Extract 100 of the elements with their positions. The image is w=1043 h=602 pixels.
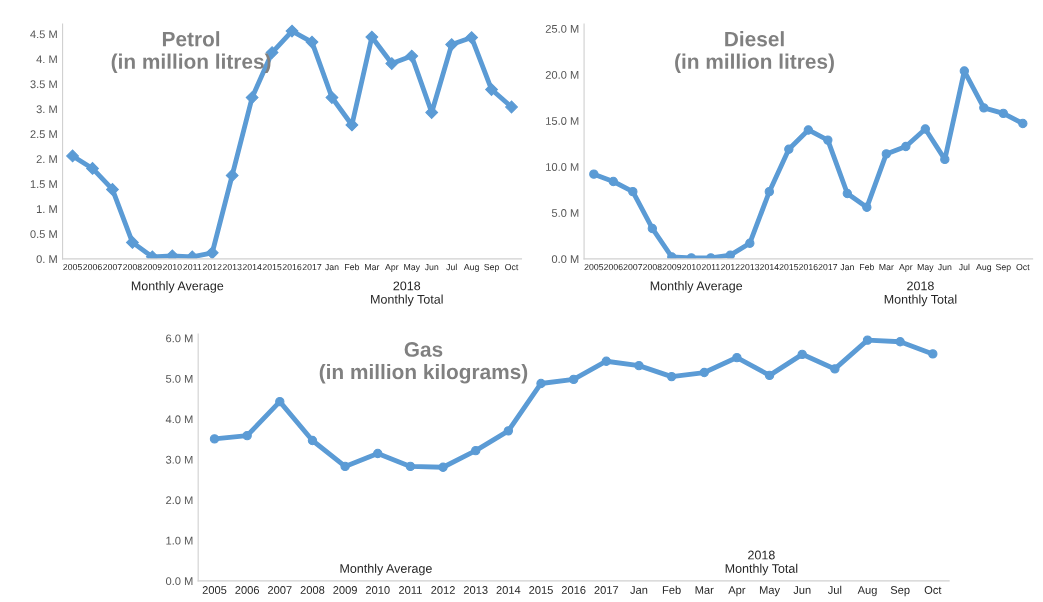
point	[209, 434, 220, 444]
y-tick-label: 1.5 M	[30, 180, 57, 189]
x-tick-label: 2017	[818, 263, 838, 271]
x-tick-label: May	[759, 586, 781, 597]
point	[666, 371, 677, 382]
point	[245, 91, 259, 104]
x-tick-label: Feb	[860, 263, 874, 271]
x-tick-label: 2005	[584, 263, 604, 271]
point	[126, 235, 139, 249]
point	[634, 360, 644, 371]
y-tick-label: 0. M	[36, 255, 57, 263]
x-tick-label: 2015	[262, 263, 282, 271]
point	[66, 149, 79, 163]
point	[823, 135, 833, 145]
x-tick-label: Sep	[890, 586, 910, 597]
point	[959, 66, 970, 76]
point	[485, 83, 498, 96]
y-tick-label: 2.0 M	[166, 496, 193, 505]
point	[568, 374, 579, 385]
y-tick-label: 25.0 M	[545, 24, 579, 33]
x-tick-label: May	[917, 264, 934, 272]
point	[471, 445, 481, 456]
x-tick-label: 2016	[282, 263, 302, 271]
point	[628, 186, 638, 197]
x-tick-label: 2015	[779, 263, 799, 271]
x-tick-label: Apr	[899, 264, 913, 272]
x-tick-label: 2006	[604, 263, 623, 271]
point	[275, 397, 285, 407]
point	[784, 144, 794, 154]
y-tick-label: 5.0 M	[165, 374, 193, 383]
x-tick-label: Jul	[958, 263, 970, 271]
text: Gas (in million kilograms)	[319, 342, 528, 384]
x-tick-label: Oct	[505, 263, 519, 271]
x-tick-label: Jun	[424, 264, 439, 271]
x-tick-label: Sep	[995, 263, 1011, 272]
x-tick-label: 2005	[202, 586, 227, 594]
x-tick-label: 2010	[365, 586, 390, 594]
annotation: Monthly Average	[340, 563, 432, 576]
x-tick-label: 2016	[561, 586, 586, 594]
point	[979, 103, 989, 113]
point	[928, 349, 938, 359]
y-tick-label: 5.0 M	[551, 209, 579, 217]
point	[881, 149, 892, 159]
point	[895, 337, 905, 347]
x-tick-label: Jan	[840, 264, 854, 271]
point	[445, 38, 459, 51]
point	[1018, 118, 1028, 129]
x-tick-label: Oct	[924, 586, 942, 594]
x-tick-label: Jan	[325, 264, 339, 271]
x-tick-label: 2010	[163, 263, 182, 271]
x-tick-label: 2008	[300, 586, 325, 594]
x-tick-label: Jun	[937, 264, 952, 271]
x-tick-label: Aug	[463, 264, 479, 272]
point	[862, 335, 873, 345]
text: Monthly Average	[650, 281, 743, 293]
y-tick-label: 1.0 M	[166, 536, 193, 545]
point	[608, 176, 619, 187]
y-tick-label: 10.0 M	[546, 163, 579, 171]
x-tick-label: Apr	[728, 586, 746, 597]
point	[699, 367, 709, 378]
point	[307, 435, 318, 446]
point	[205, 246, 219, 259]
point	[340, 461, 350, 472]
point	[242, 430, 252, 441]
text: 2018 Monthly Total	[371, 281, 443, 307]
x-tick-label: 2013	[740, 263, 760, 271]
x-tick-label: 2011	[701, 263, 720, 271]
x-tick-label: May	[404, 264, 421, 272]
point	[503, 426, 514, 436]
x-tick-label: 2009	[662, 263, 682, 271]
point	[405, 49, 419, 63]
x-tick-label: 2014	[242, 263, 262, 271]
x-tick-label: 2006	[235, 586, 260, 594]
x-tick-label: 2017	[594, 586, 619, 594]
point	[325, 91, 339, 104]
y-tick-label: 1. M	[36, 205, 57, 213]
y-tick-label: 4.0 M	[165, 415, 193, 424]
y-tick-label: 3. M	[36, 105, 57, 114]
x-tick-label: 2012	[431, 586, 455, 594]
x-tick-label: 2011	[399, 586, 422, 594]
x-tick-label: Jan	[630, 586, 648, 594]
point	[764, 370, 775, 381]
x-tick-label: 2016	[799, 263, 818, 271]
y-tick-label: 0.0 M	[551, 255, 579, 263]
x-tick-label: Jul	[446, 263, 457, 271]
y-tick-label: 6.0 M	[166, 334, 193, 343]
point	[764, 186, 775, 197]
y-tick-label: 4. M	[36, 55, 57, 64]
point	[803, 125, 814, 135]
y-tick-label: 15.0 M	[546, 117, 579, 125]
point	[842, 188, 853, 199]
y-tick-label: 0.0 M	[165, 577, 193, 586]
point	[667, 252, 677, 259]
y-tick-label: 4.5 M	[30, 30, 57, 39]
point	[106, 183, 119, 196]
x-tick-label: Mar	[365, 264, 380, 271]
x-tick-label: 2007	[268, 586, 292, 594]
y-tick-label: 0.5 M	[30, 230, 57, 239]
y-tick-label: 2.5 M	[30, 130, 57, 139]
y-tick-label: 3.5 M	[30, 80, 57, 89]
